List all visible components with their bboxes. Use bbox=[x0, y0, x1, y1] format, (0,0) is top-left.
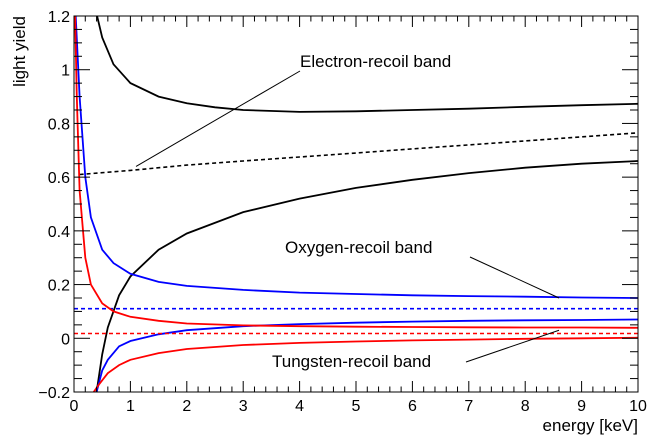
x-tick-label: 8 bbox=[521, 398, 530, 415]
tungsten-band-upper-line bbox=[74, 16, 638, 329]
y-tick-label: 0.4 bbox=[48, 224, 70, 241]
y-axis-label: light yield bbox=[10, 16, 29, 87]
x-tick-label: 9 bbox=[577, 398, 586, 415]
y-tick-label: 1 bbox=[61, 63, 70, 80]
electron-band-upper-line bbox=[96, 16, 638, 113]
y-tick-label: −0.2 bbox=[38, 385, 70, 402]
annotation-label: Tungsten-recoil band bbox=[272, 352, 431, 371]
annotation-pointer bbox=[465, 329, 560, 363]
x-tick-label: 4 bbox=[295, 398, 304, 415]
y-tick-label: 0.6 bbox=[48, 170, 70, 187]
annotation-pointer bbox=[135, 70, 301, 167]
y-tick-label: 0.2 bbox=[48, 278, 70, 295]
axis-ticks: 0 1 2 3 4 5 6 7 8 9 10−0.200.20.40.60.811.2 bbox=[38, 9, 647, 415]
x-tick-label: 3 bbox=[239, 398, 248, 415]
annotation-label: Oxygen-recoil band bbox=[285, 238, 432, 257]
annotation-pointer bbox=[469, 256, 560, 299]
plot-area bbox=[74, 16, 638, 392]
oxygen-band-upper-line bbox=[74, 16, 638, 299]
x-tick-label: 10 bbox=[629, 398, 647, 415]
electron-band-mean-line bbox=[79, 132, 638, 176]
x-tick-label: 2 bbox=[182, 398, 191, 415]
y-tick-label: 0 bbox=[61, 331, 70, 348]
y-tick-label: 1.2 bbox=[48, 9, 70, 26]
plot-frame bbox=[73, 15, 639, 393]
x-axis-label: energy [keV] bbox=[543, 416, 638, 435]
y-tick-label: 0.8 bbox=[48, 116, 70, 133]
annotation-label: Electron-recoil band bbox=[300, 52, 451, 71]
electron-band-lower-line bbox=[95, 160, 638, 392]
x-tick-label: 6 bbox=[408, 398, 417, 415]
annotations: Electron-recoil band Oxygen-recoil band Tu… bbox=[135, 52, 560, 371]
x-tick-label: 5 bbox=[352, 398, 361, 415]
x-tick-label: 1 bbox=[126, 398, 135, 415]
x-tick-label: 7 bbox=[464, 398, 473, 415]
tungsten-band-lower-line bbox=[92, 336, 638, 392]
x-tick-label: 0 bbox=[70, 398, 79, 415]
